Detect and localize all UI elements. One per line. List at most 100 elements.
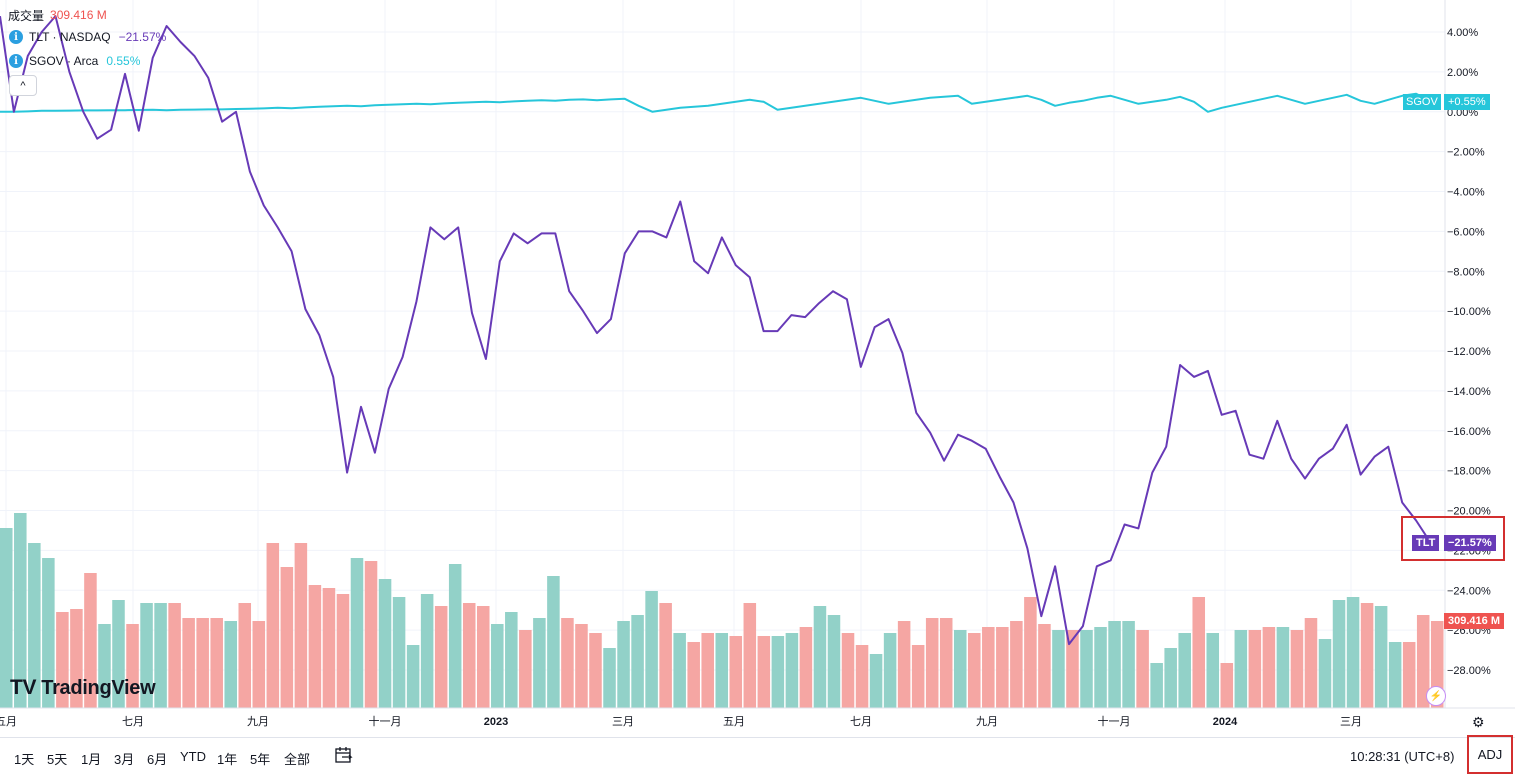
- y-tick-label: −2.00%: [1447, 147, 1485, 159]
- volume-bar: [448, 564, 462, 708]
- logo-text: TradingView: [41, 676, 156, 699]
- volume-bar: [982, 627, 995, 708]
- volume-bar: [589, 633, 602, 708]
- volume-bar: [813, 606, 827, 708]
- x-tick-label: 十一月: [369, 714, 402, 728]
- volume-bar: [182, 618, 195, 708]
- x-tick-label: 十一月: [1098, 714, 1131, 728]
- volume-bar: [1136, 630, 1149, 708]
- tlt-tag-value: −21.57%: [1448, 537, 1492, 549]
- volume-bar: [224, 621, 237, 708]
- volume-bar: [252, 621, 266, 708]
- legend-tlt[interactable]: i TLT · NASDAQ −21.57%: [0, 28, 166, 46]
- legend-collapse-button[interactable]: ^: [9, 75, 37, 96]
- goto-date-icon[interactable]: [333, 744, 355, 766]
- tlt-tag-label: TLT: [1416, 537, 1436, 549]
- y-tick-label: −18.00%: [1447, 466, 1491, 478]
- volume-bar: [126, 624, 139, 708]
- volume-tag-value: 309.416 M: [1448, 615, 1500, 627]
- volume-bar: [925, 618, 939, 708]
- lightning-icon[interactable]: ⚡: [1426, 686, 1446, 706]
- volume-bar: [42, 558, 55, 708]
- volume-bar: [841, 633, 855, 708]
- volume-bar: [561, 618, 574, 708]
- volume-bar: [996, 627, 1009, 708]
- y-tick-label: −8.00%: [1447, 266, 1485, 278]
- volume-bar: [757, 636, 771, 708]
- volume-bar: [533, 618, 546, 708]
- sgov-price-tag: SGOV: [1403, 94, 1441, 110]
- volume-bar: [14, 513, 27, 708]
- y-tick-label: −28.00%: [1447, 665, 1491, 677]
- clock-display[interactable]: 10:28:31 (UTC+8): [1350, 749, 1455, 764]
- adj-toggle-button[interactable]: ADJ: [1467, 735, 1513, 774]
- volume-bar: [645, 591, 658, 708]
- volume-bar: [1332, 600, 1346, 708]
- x-tick-label: 七月: [850, 715, 872, 728]
- tradingview-logo[interactable]: TV TradingView: [10, 676, 156, 700]
- legend-volume[interactable]: 成交量 309.416 M: [8, 6, 107, 24]
- range-1m-button[interactable]: 1月: [81, 752, 102, 767]
- y-tick-label: −14.00%: [1447, 386, 1491, 398]
- volume-bar: [1052, 630, 1065, 708]
- volume-bar: [883, 633, 897, 708]
- volume-bar: [84, 573, 97, 708]
- volume-bar: [1262, 627, 1276, 708]
- volume-bar: [462, 603, 476, 708]
- y-tick-label: −6.00%: [1447, 226, 1485, 238]
- volume-bar: [364, 561, 378, 708]
- volume-bar: [491, 624, 504, 708]
- volume-bar: [1248, 630, 1262, 708]
- info-icon[interactable]: i: [9, 54, 23, 68]
- range-1d-button[interactable]: 1天: [14, 752, 35, 767]
- volume-bar: [1346, 597, 1360, 708]
- x-tick-label: 七月: [122, 715, 144, 728]
- volume-bar: [953, 630, 967, 708]
- x-tick-label: 五月: [0, 716, 17, 728]
- chevron-up-icon: ^: [20, 79, 26, 92]
- volume-bar: [154, 603, 167, 708]
- tlt-line[interactable]: [0, 15, 1431, 646]
- settings-gear-icon[interactable]: ⚙: [1472, 714, 1485, 730]
- volume-bar: [1108, 621, 1121, 708]
- tlt-price-tag: TLT: [1412, 535, 1440, 551]
- volume-bar: [1220, 663, 1234, 708]
- volume-bar: [210, 618, 223, 708]
- adj-label: ADJ: [1477, 747, 1503, 762]
- x-tick-label: 2024: [1213, 716, 1238, 728]
- volume-bar: [1080, 630, 1093, 708]
- sgov-tag-label: SGOV: [1406, 96, 1438, 108]
- volume-bar: [1416, 615, 1430, 708]
- volume-bar: [1010, 621, 1023, 708]
- volume-bar: [98, 624, 111, 708]
- range-1y-button[interactable]: 1年: [217, 752, 238, 767]
- volume-bar: [575, 624, 588, 708]
- x-tick-label: 三月: [612, 716, 634, 728]
- volume-bar: [1164, 648, 1177, 708]
- range-6m-button[interactable]: 6月: [147, 752, 168, 767]
- range-all-button[interactable]: 全部: [284, 752, 311, 767]
- volume-bar: [547, 576, 560, 708]
- volume-bar: [140, 603, 153, 708]
- sgov-tag-value: +0.55%: [1448, 96, 1486, 108]
- y-tick-label: −16.00%: [1447, 426, 1491, 438]
- info-icon[interactable]: i: [9, 30, 23, 44]
- tlt-name: TLT · NASDAQ: [29, 30, 111, 44]
- volume-bar: [1066, 630, 1079, 708]
- range-5d-button[interactable]: 5天: [47, 752, 68, 767]
- range-3m-button[interactable]: 3月: [114, 752, 135, 767]
- volume-bar: [392, 597, 406, 708]
- range-5y-button[interactable]: 5年: [250, 752, 271, 767]
- sgov-line[interactable]: [0, 92, 1431, 113]
- volume-bar: [1374, 606, 1388, 708]
- volume-bar: [968, 633, 981, 708]
- x-tick-label: 五月: [723, 716, 745, 728]
- price-lines: [0, 15, 1431, 646]
- volume-bar: [112, 600, 125, 708]
- legend-sgov[interactable]: i SGOV · Arca 0.55%: [0, 52, 140, 70]
- volume-bar: [280, 567, 294, 708]
- volume-label: 成交量: [8, 8, 45, 23]
- grid-lines: [0, 0, 1445, 708]
- range-ytd-button[interactable]: YTD: [180, 749, 206, 764]
